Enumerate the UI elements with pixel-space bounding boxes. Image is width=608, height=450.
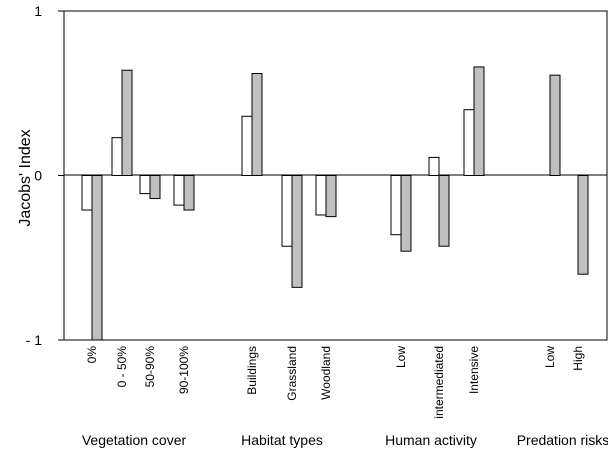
group-labels: Vegetation cover Habitat types Human activ… [82,432,608,448]
y-tick-label: 0 [34,168,42,184]
bar-series-b [400,175,412,252]
category-label: Grassland [285,346,299,401]
bar-series-b [121,69,133,176]
bar-series-a [241,115,253,176]
bar-series-b [91,175,103,341]
bar-series-a [463,109,475,176]
bars [81,66,589,341]
bar-series-b [251,73,263,176]
y-tick-label: - 1 [26,332,43,348]
group-label: Human activity [385,432,477,448]
category-label: 90-100% [177,346,191,394]
category-label: intermediated [432,346,446,419]
bar-series-b [325,175,337,218]
category-label: Low [394,346,408,368]
bar-series-a [390,175,402,236]
category-label: Buildings [245,346,259,395]
bar-series-b [438,175,450,247]
bar-series-a [428,156,440,176]
group-label: Vegetation cover [82,432,187,448]
bar-series-b [549,74,561,176]
bar-series-b [577,175,589,275]
category-label: 50-90% [143,346,157,388]
y-axis-label: Jacobs' Index [17,129,34,226]
category-label: Low [543,346,557,368]
bar-series-a [81,175,93,211]
category-label: Woodland [319,346,333,400]
bar-series-b [291,175,303,288]
bar-series-a [281,175,293,247]
category-label: Intensive [467,346,481,394]
bar-series-a [111,137,123,176]
category-labels: 0% 0 - 50% 50-90% 90-100% Buildings Grassland… [85,346,585,419]
bar-series-b [149,175,161,200]
category-label: High [571,346,585,371]
group-label: Predation risks [517,432,608,448]
bar-series-a [315,175,327,216]
bar-series-a [139,175,151,195]
y-tick-label: 1 [34,3,42,19]
group-label: Habitat types [241,432,323,448]
y-axis: 1 0 - 1 [26,3,64,348]
category-label: 0% [85,346,99,364]
bar-series-b [473,66,485,176]
category-label: 0 - 50% [115,346,129,388]
bar-series-b [183,175,195,211]
bar-series-a [173,175,185,206]
